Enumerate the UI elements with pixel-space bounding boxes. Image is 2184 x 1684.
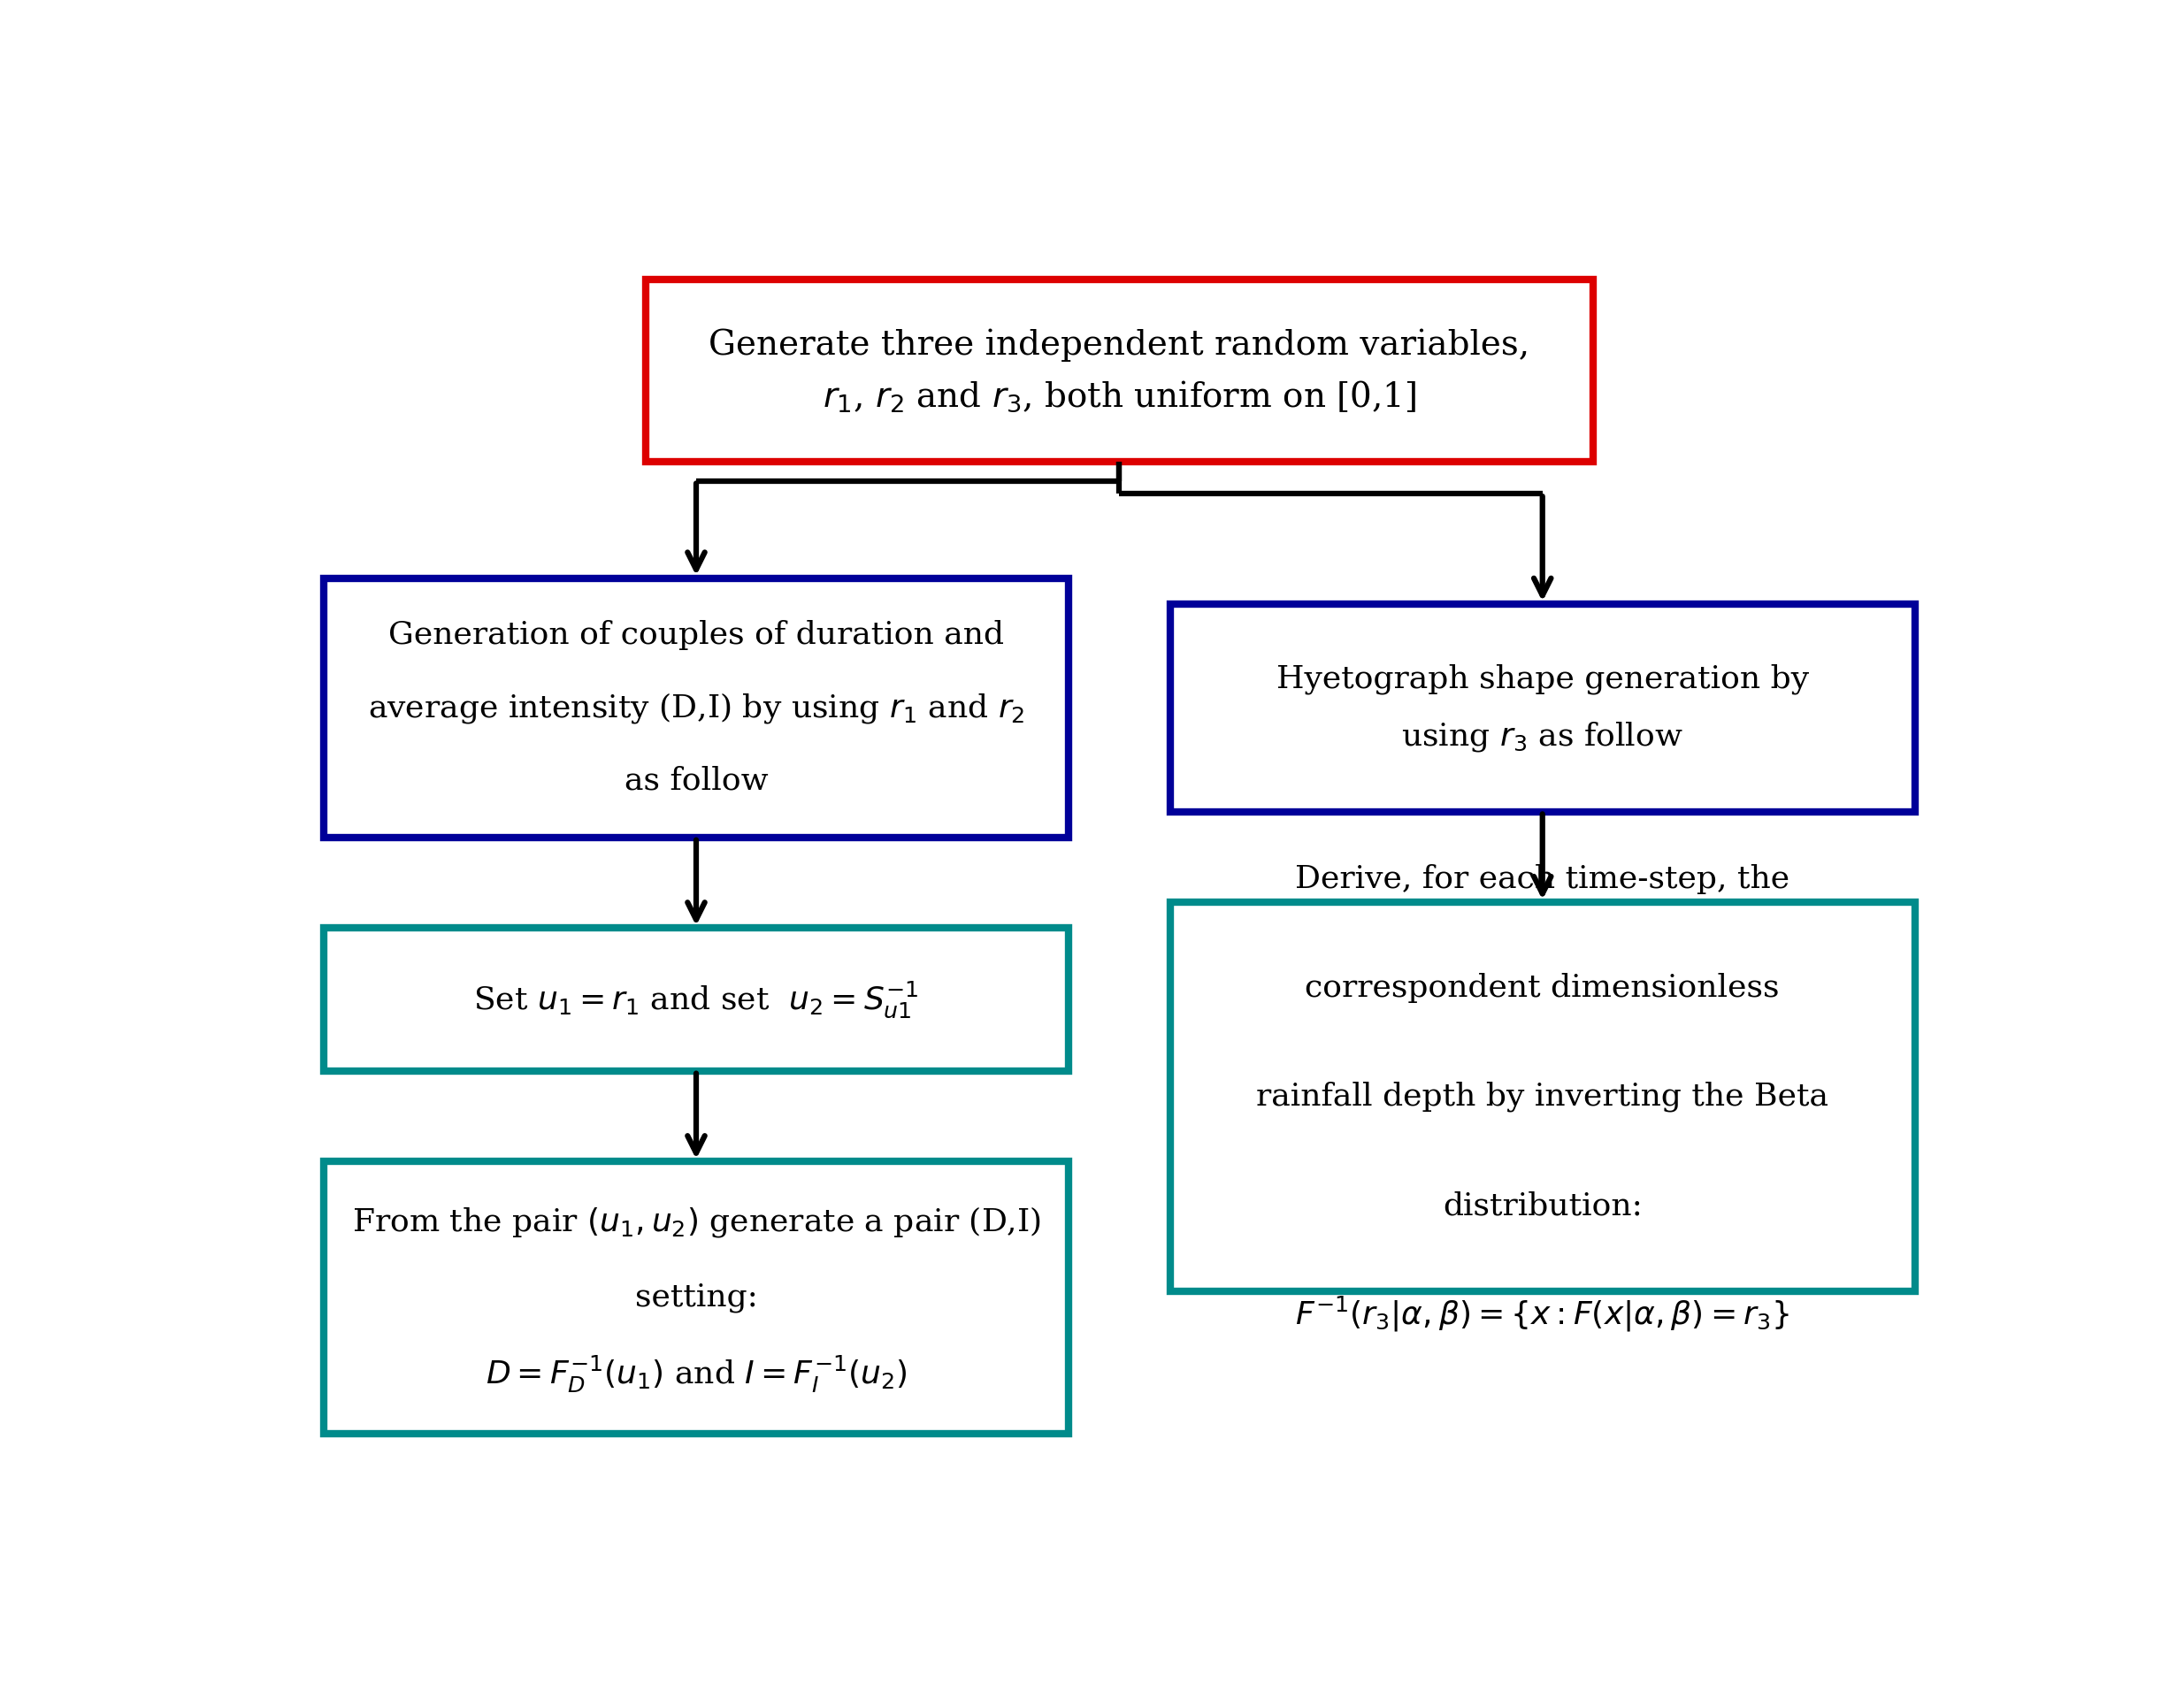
Text: distribution:: distribution: bbox=[1444, 1191, 1642, 1221]
Text: correspondent dimensionless: correspondent dimensionless bbox=[1306, 973, 1780, 1004]
Text: Generation of couples of duration and: Generation of couples of duration and bbox=[389, 620, 1005, 650]
Text: Generate three independent random variables,: Generate three independent random variab… bbox=[710, 328, 1529, 362]
Text: using $r_3$ as follow: using $r_3$ as follow bbox=[1402, 721, 1684, 754]
FancyBboxPatch shape bbox=[1171, 605, 1915, 812]
Text: Derive, for each time-step, the: Derive, for each time-step, the bbox=[1295, 864, 1789, 894]
Text: $F^{-1}(r_3|\alpha,\beta) = \{x: F(x|\alpha,\beta) = r_3\}$: $F^{-1}(r_3|\alpha,\beta) = \{x: F(x|\al… bbox=[1295, 1295, 1789, 1334]
FancyBboxPatch shape bbox=[323, 578, 1068, 837]
Text: average intensity (D,I) by using $r_1$ and $r_2$: average intensity (D,I) by using $r_1$ a… bbox=[367, 690, 1024, 726]
Text: Set $u_1 = r_1$ and set  $u_2 = S^{-1}_{u1}$: Set $u_1 = r_1$ and set $u_2 = S^{-1}_{u… bbox=[474, 980, 919, 1019]
FancyBboxPatch shape bbox=[1171, 903, 1915, 1292]
Text: $D = F^{-1}_D(u_1)$ and $I = F^{-1}_I(u_2)$: $D = F^{-1}_D(u_1)$ and $I = F^{-1}_I(u_… bbox=[485, 1354, 906, 1394]
Text: $r_1$, $r_2$ and $r_3$, both uniform on [0,1]: $r_1$, $r_2$ and $r_3$, both uniform on … bbox=[823, 379, 1415, 414]
Text: Hyetograph shape generation by: Hyetograph shape generation by bbox=[1275, 663, 1808, 694]
Text: rainfall depth by inverting the Beta: rainfall depth by inverting the Beta bbox=[1256, 1081, 1828, 1111]
FancyBboxPatch shape bbox=[323, 1162, 1068, 1435]
Text: From the pair $(u_1,u_2)$ generate a pair (D,I): From the pair $(u_1,u_2)$ generate a pai… bbox=[352, 1204, 1042, 1239]
FancyBboxPatch shape bbox=[323, 928, 1068, 1071]
Text: as follow: as follow bbox=[625, 765, 769, 795]
Text: setting:: setting: bbox=[636, 1283, 758, 1314]
FancyBboxPatch shape bbox=[646, 280, 1594, 461]
